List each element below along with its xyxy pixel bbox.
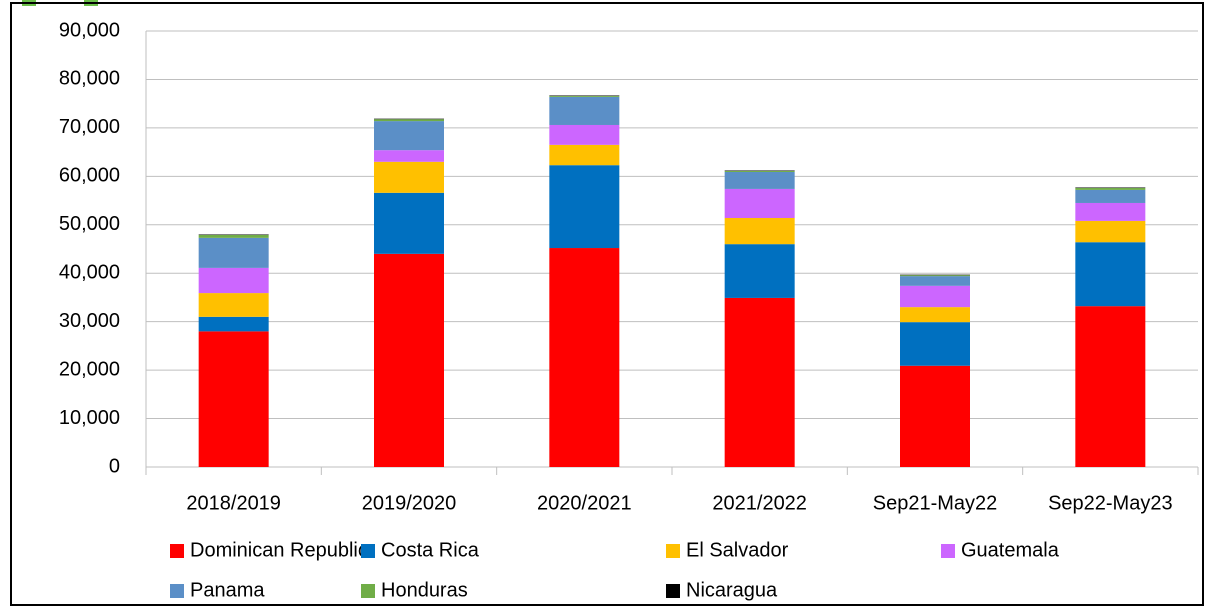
legend-label: Nicaragua — [686, 579, 778, 601]
bar-segment — [1075, 187, 1146, 190]
bar-segment — [549, 165, 620, 249]
bar-segment — [198, 234, 269, 238]
bar-segment — [724, 171, 795, 189]
bar-segment — [549, 248, 620, 467]
x-tick-label: 2019/2020 — [362, 492, 457, 514]
legend-swatch — [361, 544, 375, 558]
legend-label: Costa Rica — [381, 539, 480, 561]
bar-segment — [724, 297, 795, 467]
x-tick-label: 2021/2022 — [712, 492, 807, 514]
y-tick-label: 90,000 — [59, 19, 120, 41]
legend-swatch — [361, 584, 375, 598]
legend-swatch — [170, 584, 184, 598]
legend-label: Dominican Republic — [190, 539, 368, 561]
bar-segment — [724, 244, 795, 298]
bar-segment — [724, 188, 795, 218]
bar-segment — [900, 307, 970, 323]
bar-segment — [1075, 202, 1146, 221]
bar-segment — [374, 253, 444, 467]
x-tick-label: Sep22-May23 — [1048, 492, 1173, 514]
bar-segment — [900, 276, 970, 286]
legend-swatch — [941, 544, 955, 558]
legend-swatch — [170, 544, 184, 558]
y-tick-label: 80,000 — [59, 68, 120, 90]
legend-label: Panama — [190, 579, 265, 601]
bar-segment — [374, 192, 444, 254]
bar-segment — [549, 124, 620, 145]
x-tick-label: 2018/2019 — [186, 492, 281, 514]
legend-swatch — [666, 544, 680, 558]
bar-segment — [900, 365, 970, 467]
y-tick-label: 50,000 — [59, 213, 120, 235]
bar-segment — [198, 237, 269, 268]
y-tick-label: 60,000 — [59, 165, 120, 187]
bar-segment — [198, 293, 269, 317]
bar-segment — [549, 95, 620, 97]
bar-segment — [900, 275, 970, 277]
bar-segment — [374, 121, 444, 151]
legend-label: El Salvador — [686, 539, 789, 561]
y-tick-label: 10,000 — [59, 407, 120, 429]
bar-segment — [549, 96, 620, 125]
bar-segment — [549, 144, 620, 166]
bar-segment — [198, 267, 269, 294]
bar-segment — [1075, 220, 1146, 243]
y-tick-label: 30,000 — [59, 310, 120, 332]
bar-segment — [724, 171, 795, 172]
bar-segment — [198, 316, 269, 332]
bar-segment — [900, 285, 970, 308]
bar-segment — [1075, 306, 1146, 467]
x-tick-label: Sep21-May22 — [873, 492, 998, 514]
y-tick-label: 20,000 — [59, 358, 120, 380]
bar-segment — [900, 322, 970, 366]
x-tick-label: 2020/2021 — [537, 492, 632, 514]
bar-segment — [724, 217, 795, 245]
bar-segment — [374, 150, 444, 162]
y-tick-label: 70,000 — [59, 116, 120, 138]
y-tick-label: 40,000 — [59, 262, 120, 284]
bar-segment — [374, 119, 444, 122]
legend-label: Honduras — [381, 579, 468, 601]
legend-label: Guatemala — [961, 539, 1060, 561]
bar-segment — [374, 161, 444, 193]
chart-frame — [10, 2, 1204, 606]
bar-segment — [1075, 242, 1146, 307]
bar-segment — [198, 331, 269, 467]
bar-segment — [1075, 189, 1146, 203]
legend-swatch — [666, 584, 680, 598]
y-tick-label: 0 — [109, 455, 120, 477]
